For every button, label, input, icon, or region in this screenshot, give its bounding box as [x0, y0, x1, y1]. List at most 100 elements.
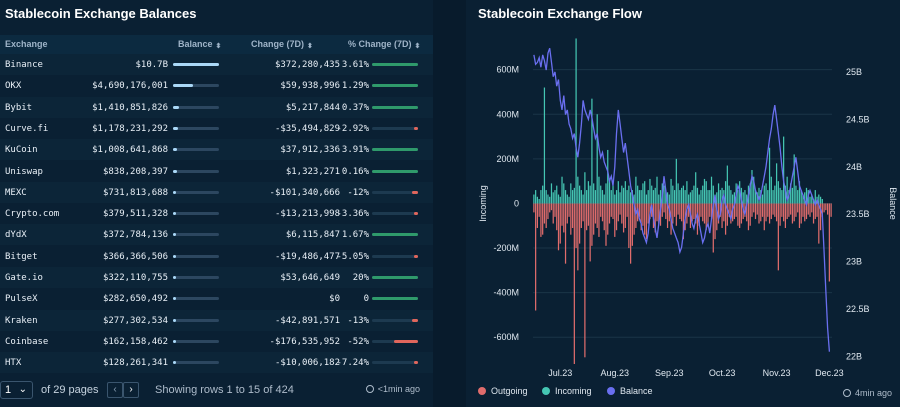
balance-bar: [173, 276, 219, 279]
table-row[interactable]: KuCoin $1,008,641,868 $37,912,336 3.91%: [0, 139, 433, 161]
incoming-bar: [797, 190, 799, 204]
incoming-bar: [721, 187, 723, 204]
change-value: -$10,006,182: [274, 358, 340, 369]
incoming-bar: [693, 185, 695, 204]
table-row[interactable]: Bybit $1,410,851,826 $5,217,844 0.37%: [0, 96, 433, 118]
incoming-bar: [765, 183, 767, 204]
outgoing-bar: [582, 203, 584, 222]
incoming-bar: [684, 190, 686, 204]
outgoing-bar: [797, 203, 799, 213]
col-change[interactable]: Change (7D) ⬍: [251, 39, 313, 50]
outgoing-bar: [536, 203, 539, 228]
col-exchange[interactable]: Exchange: [5, 39, 48, 49]
incoming-bar: [554, 190, 556, 204]
col-balance[interactable]: Balance ⬍: [178, 39, 222, 50]
table-row[interactable]: Gate.io $322,110,755 $53,646,649 20%: [0, 267, 433, 288]
sort-icon[interactable]: ⬍: [414, 43, 421, 50]
outgoing-bar: [693, 203, 695, 220]
table-row[interactable]: PulseX $282,650,492 $0 0: [0, 288, 433, 309]
outgoing-bar: [811, 203, 813, 213]
incoming-bar: [614, 194, 616, 204]
table-row[interactable]: Kraken $277,302,534 -$42,891,571 -13%: [0, 309, 433, 331]
balance-value: $128,261,341: [102, 358, 168, 369]
outgoing-bar: [547, 203, 549, 220]
incoming-bar: [666, 192, 669, 204]
table-row[interactable]: Curve.fi $1,178,231,292 -$35,494,829 -2.92%: [0, 118, 433, 139]
outgoing-bar: [675, 203, 677, 226]
table-row[interactable]: dYdX $372,784,136 $6,115,847 1.67%: [0, 224, 433, 246]
sort-icon[interactable]: ⬍: [215, 43, 222, 50]
sort-icon[interactable]: ⬍: [307, 43, 313, 50]
outgoing-bar: [698, 203, 700, 226]
y-tick-label: -400M: [493, 288, 519, 298]
pct-change-value: 3.61%: [341, 60, 369, 70]
balance-bar: [173, 254, 219, 258]
pct-change-bar-fill: [372, 148, 418, 152]
balance-bar-fill: [173, 190, 177, 194]
table-row[interactable]: Binance $10.7B $372,280,435 3.61%: [0, 54, 433, 75]
incoming-bar: [547, 194, 549, 204]
outgoing-bar: [561, 203, 563, 226]
exchange-name: Bitget: [5, 251, 38, 262]
incoming-bar: [619, 192, 621, 204]
outgoing-bar: [717, 203, 720, 224]
rows-info: Showing rows 1 to 15 of 424: [155, 384, 294, 396]
legend-incoming[interactable]: Incoming: [542, 386, 592, 396]
table-row[interactable]: OKX $4,690,176,001 $59,938,996 1.29%: [0, 75, 433, 96]
incoming-bar: [712, 185, 714, 204]
outgoing-bar: [723, 203, 725, 222]
balance-bar-fill: [173, 84, 194, 88]
incoming-bar: [543, 87, 546, 204]
incoming-bar: [703, 178, 706, 204]
outgoing-bar: [621, 203, 623, 224]
incoming-bar: [566, 194, 568, 204]
outgoing-bar: [753, 203, 755, 213]
incoming-bar: [746, 194, 748, 204]
balance-value: $372,784,136: [102, 230, 168, 241]
balance-value: $10.7B: [135, 60, 168, 70]
incoming-bar: [642, 183, 644, 204]
outgoing-bar: [760, 203, 762, 222]
outgoing-bar: [830, 203, 832, 217]
legend-outgoing[interactable]: Outgoing: [478, 386, 528, 396]
incoming-bar: [587, 181, 590, 204]
incoming-bar: [608, 178, 611, 204]
incoming-bar: [700, 190, 702, 204]
incoming-bar: [624, 181, 626, 204]
outgoing-bar: [826, 203, 829, 215]
incoming-bar: [612, 185, 614, 204]
incoming-bar: [740, 187, 743, 204]
outgoing-bar: [651, 203, 653, 217]
next-page-button[interactable]: ›: [123, 382, 139, 398]
incoming-bar: [561, 176, 563, 204]
incoming-bar: [605, 183, 607, 204]
table-row[interactable]: Coinbase $162,158,462 -$176,535,952 -52%: [0, 331, 433, 352]
page-select[interactable]: 1 ⌄: [0, 381, 33, 399]
legend-balance[interactable]: Balance: [607, 386, 653, 396]
outgoing-bar: [816, 203, 818, 217]
col-pct-change[interactable]: % Change (7D) ⬍: [348, 39, 421, 50]
pct-change-bar-fill: [412, 190, 418, 194]
pct-change-bar: [372, 84, 418, 88]
outgoing-bar: [594, 203, 597, 224]
outgoing-bar: [800, 203, 802, 224]
change-value: -$35,494,829: [274, 123, 340, 134]
y2-tick-label: 22B: [846, 351, 862, 361]
outgoing-bar: [790, 203, 792, 215]
outgoing-bar: [812, 203, 815, 224]
table-row[interactable]: Uniswap $838,208,397 $1,323,271 0.16%: [0, 161, 433, 182]
table-row[interactable]: Crypto.com $379,511,328 -$13,213,998 -3.36%: [0, 203, 433, 224]
table-row[interactable]: Bitget $366,366,506 -$19,486,477 -5.05%: [0, 246, 433, 267]
incoming-bar: [809, 196, 811, 204]
table-row[interactable]: HTX $128,261,341 -$10,006,182 -7.24%: [0, 352, 433, 374]
table-row[interactable]: MEXC $731,813,688 -$101,340,666 -12%: [0, 181, 433, 203]
outgoing-bar: [542, 203, 544, 235]
prev-page-button[interactable]: ‹: [107, 382, 123, 398]
outgoing-bar: [644, 203, 646, 235]
change-value: $6,115,847: [285, 230, 340, 241]
flow-chart[interactable]: 600M 400M 200M 0 -200M -400M -600M 25B 24.5B 24B 2…: [466, 24, 900, 404]
outgoing-bar: [622, 203, 625, 233]
outgoing-bar: [564, 203, 567, 264]
outgoing-bar: [716, 203, 718, 231]
balance-bar-fill: [173, 212, 176, 216]
